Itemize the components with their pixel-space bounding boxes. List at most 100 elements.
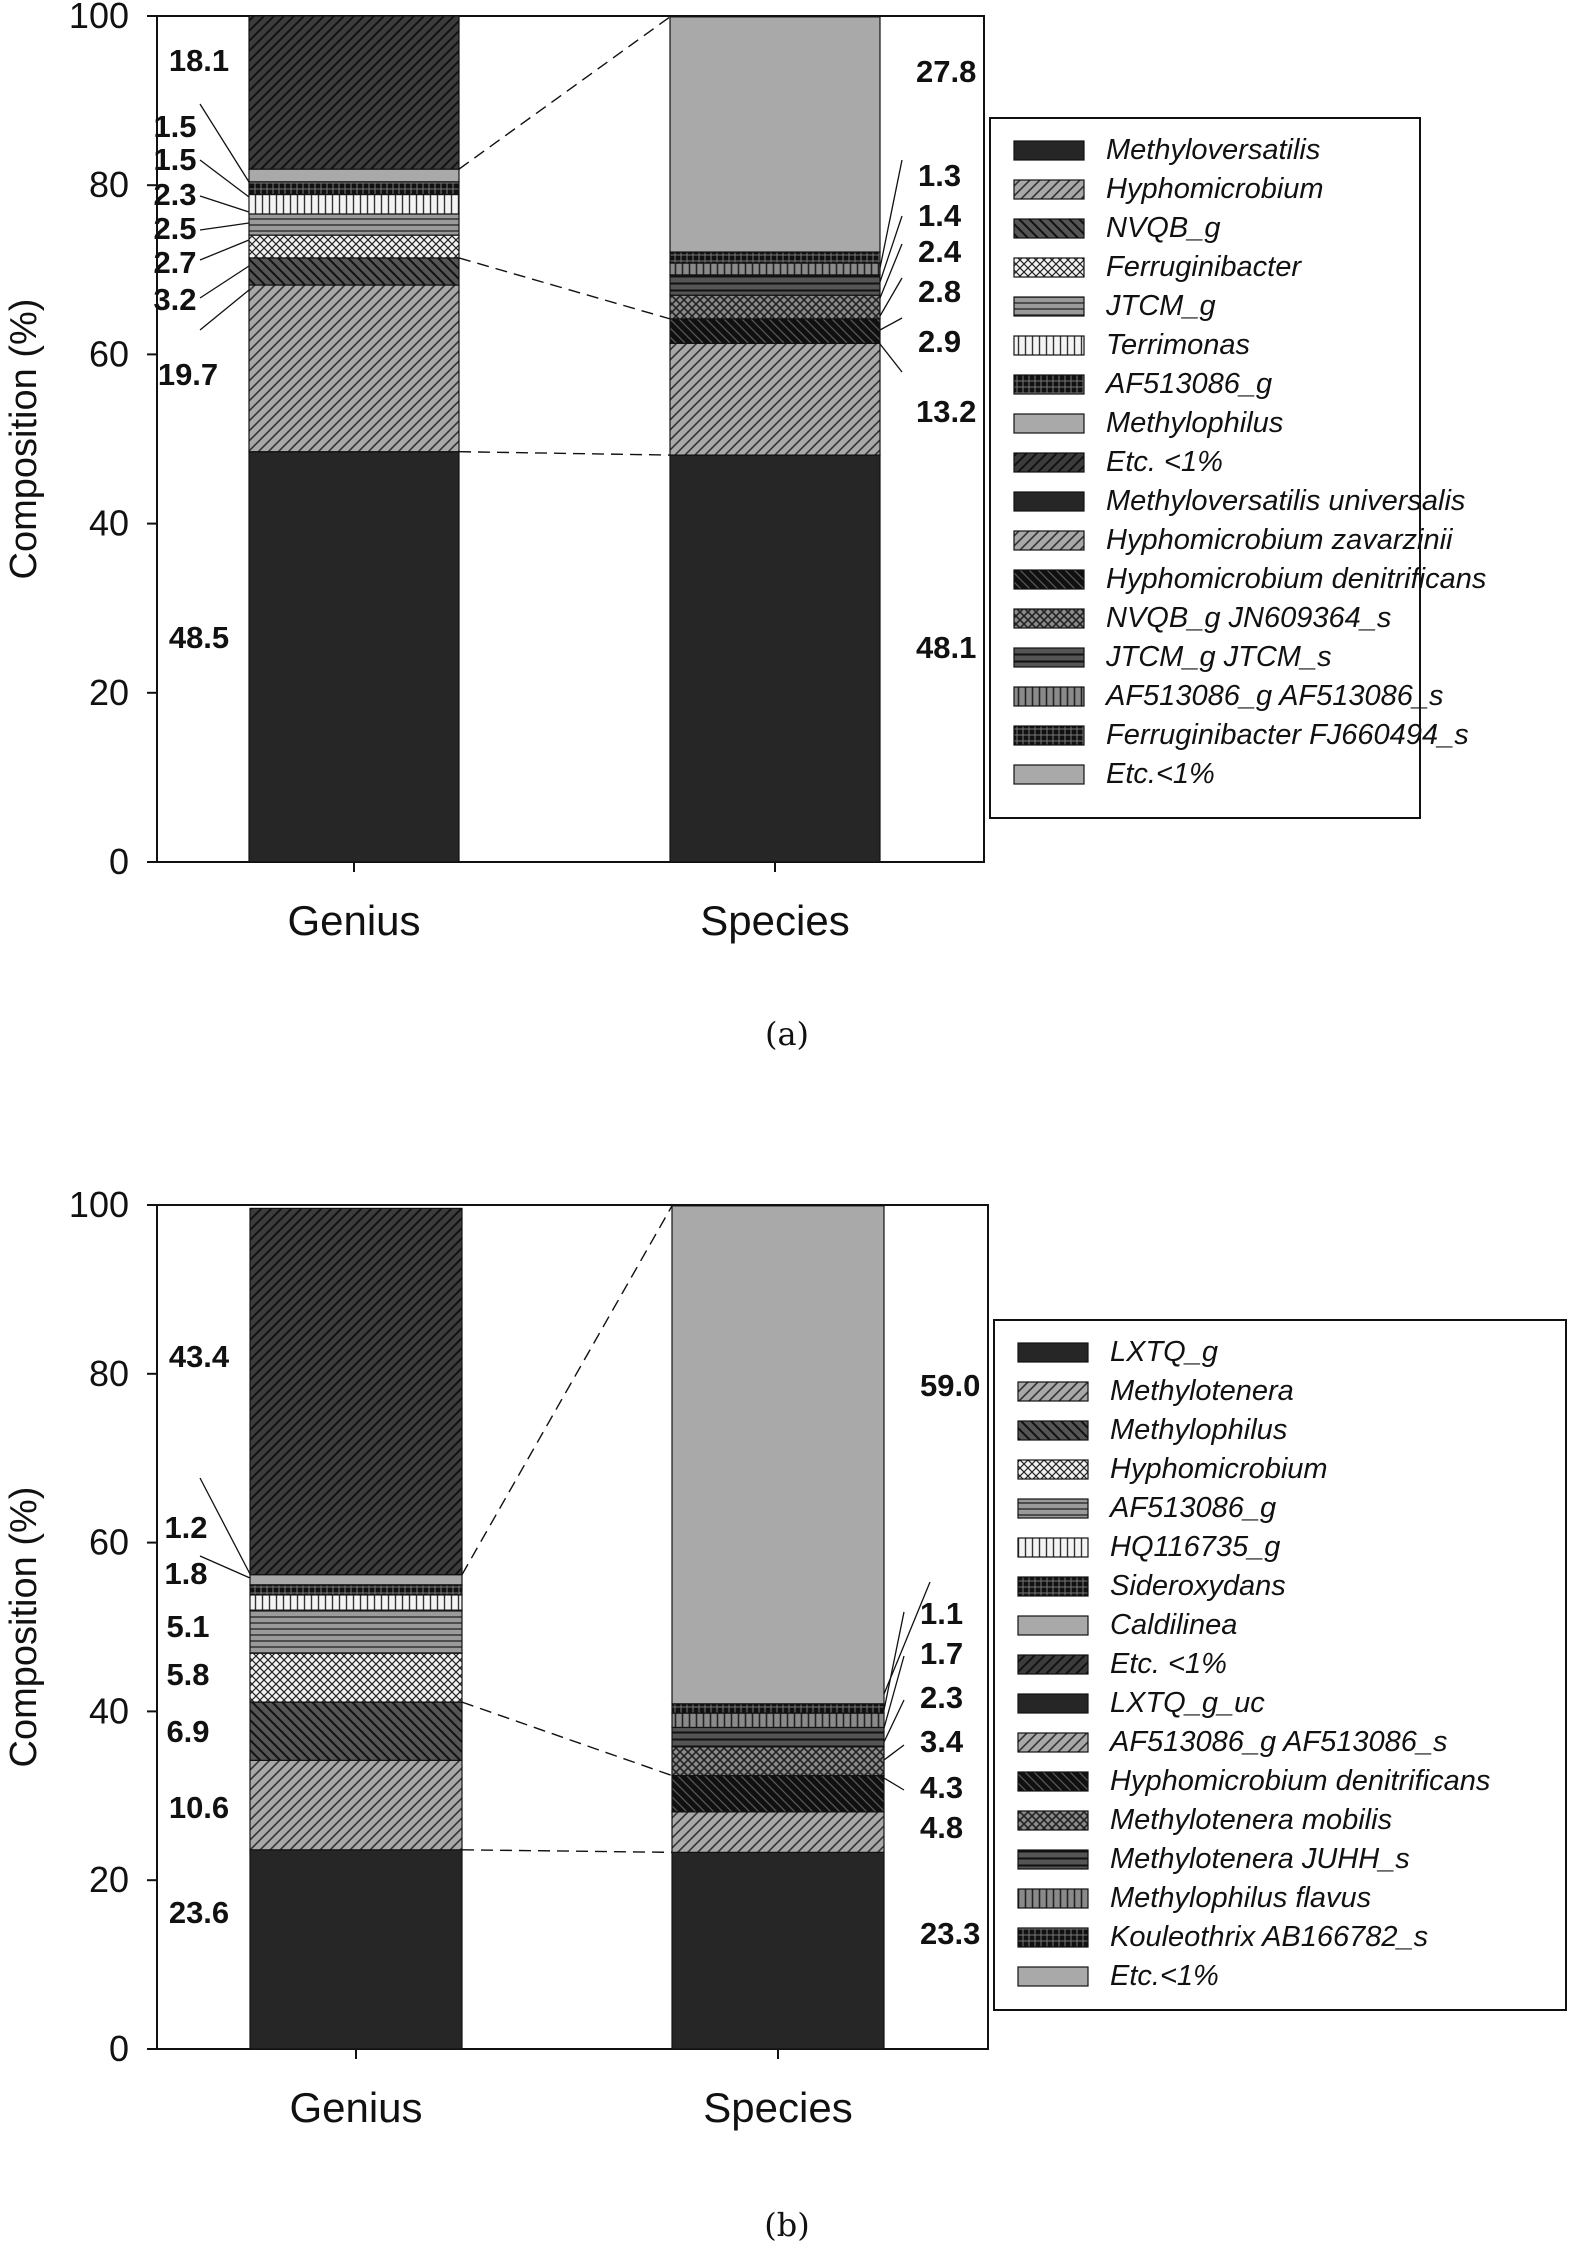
leader-line <box>883 1581 931 1695</box>
legend-entry: AF513086_g AF513086_s <box>1104 680 1444 712</box>
data-label: 1.2 <box>164 1510 207 1545</box>
leader-line <box>883 1777 905 1791</box>
data-label: 48.5 <box>169 620 229 655</box>
data-label: 10.6 <box>169 1790 229 1825</box>
legend-entry: Methylophilus <box>1106 407 1283 439</box>
legend-entry: Methyloversatilis <box>1106 134 1320 166</box>
legend-swatch <box>1017 1615 1089 1636</box>
y-tick-label: 20 <box>89 672 129 713</box>
data-label: 2.5 <box>153 211 196 246</box>
data-label: 1.5 <box>153 109 196 144</box>
data-label: 2.8 <box>918 274 961 309</box>
leader-line <box>199 1555 251 1579</box>
category-label: Species <box>700 897 849 944</box>
leader-line <box>879 277 903 317</box>
legend-entry: Etc. <1% <box>1110 1648 1227 1680</box>
legend-swatch <box>1017 1888 1089 1909</box>
bar-segment <box>248 213 460 236</box>
leader-line <box>879 343 903 373</box>
legend-swatch <box>1013 647 1085 668</box>
legend-entry: Sideroxydans <box>1110 1570 1286 1602</box>
bar-segment <box>669 16 881 253</box>
legend-swatch <box>1017 1420 1089 1441</box>
data-label: 48.1 <box>916 630 976 665</box>
bar-segment <box>669 342 881 456</box>
bar-segment <box>248 168 460 183</box>
bar-segment <box>249 1594 463 1611</box>
data-label: 1.8 <box>164 1556 207 1591</box>
data-label: 3.2 <box>153 282 196 317</box>
bar-segment <box>248 234 460 259</box>
bar-segment <box>669 274 881 296</box>
bar-segment <box>248 181 460 196</box>
connector-line <box>461 1701 673 1777</box>
legend-entry: LXTQ_g_uc <box>1110 1687 1265 1719</box>
data-label: 2.3 <box>153 177 196 212</box>
legend-entry: Hyphomicrobium denitrificans <box>1110 1765 1490 1797</box>
data-label: 2.9 <box>918 324 961 359</box>
legend-entry: AF513086_g AF513086_s <box>1108 1726 1448 1758</box>
data-label: 43.4 <box>169 1339 230 1374</box>
legend-entry: AF513086_g <box>1104 368 1272 400</box>
plot-frame <box>156 15 985 863</box>
y-tick-label: 60 <box>89 333 129 374</box>
legend-entry: NVQB_g JN609364_s <box>1106 602 1391 634</box>
legend-swatch <box>1013 686 1085 707</box>
legend-entry: Etc. <1% <box>1106 446 1223 478</box>
leader-line <box>879 215 903 283</box>
bar-segment <box>671 1811 885 1853</box>
y-tick-label: 80 <box>89 1353 129 1394</box>
leader-line <box>199 159 250 198</box>
leader-line <box>879 159 903 269</box>
legend-entry: JTCM_g <box>1105 290 1216 322</box>
data-label: 2.3 <box>920 1680 963 1715</box>
leader-line <box>199 103 250 183</box>
legend-swatch <box>1013 140 1085 161</box>
y-tick-label: 100 <box>69 0 129 36</box>
bar-segment <box>669 294 881 320</box>
y-axis-label: Composition (%) <box>3 299 45 580</box>
data-label: 2.4 <box>918 234 962 269</box>
legend-entry: Hyphomicrobium <box>1106 173 1324 205</box>
leader-line <box>199 265 250 299</box>
bar-segment <box>671 1205 885 1705</box>
data-label: 1.4 <box>918 198 962 233</box>
leader-line <box>883 1611 905 1711</box>
plot-frame <box>156 1204 989 2050</box>
legend-swatch <box>1013 257 1085 278</box>
data-label: 13.2 <box>916 394 976 429</box>
bar-segment <box>669 454 881 863</box>
legend-entry: Methylotenera JUHH_s <box>1110 1843 1410 1875</box>
legend-swatch <box>1013 413 1085 434</box>
legend-swatch <box>1013 452 1085 473</box>
legend-swatch <box>1017 1966 1089 1987</box>
bar-segment <box>249 1652 463 1703</box>
data-label: 18.1 <box>169 43 229 78</box>
legend-swatch <box>1013 569 1085 590</box>
y-tick-label: 40 <box>89 503 129 544</box>
data-label: 2.7 <box>153 245 196 280</box>
legend-entry: Hyphomicrobium <box>1110 1453 1328 1485</box>
leader-line <box>883 1699 905 1743</box>
legend-entry: AF513086_g <box>1108 1492 1276 1524</box>
legend-swatch <box>1013 530 1085 551</box>
y-tick-label: 40 <box>89 1690 129 1731</box>
bar-segment <box>248 451 460 863</box>
legend-swatch <box>1013 296 1085 317</box>
bar-segment <box>671 1712 885 1729</box>
legend-swatch <box>1013 491 1085 512</box>
legend-entry: Hyphomicrobium zavarzinii <box>1106 524 1454 556</box>
data-label: 23.6 <box>169 1895 229 1930</box>
legend-entry: Ferruginibacter FJ660494_s <box>1106 719 1469 751</box>
legend-swatch <box>1017 1654 1089 1675</box>
connector-line <box>458 257 671 320</box>
legend-swatch <box>1017 1459 1089 1480</box>
leader-line <box>199 239 250 261</box>
bar-segment <box>249 1574 463 1586</box>
y-tick-label: 0 <box>109 841 129 882</box>
data-label: 5.8 <box>166 1657 209 1692</box>
legend-swatch <box>1017 1771 1089 1792</box>
bar-segment <box>671 1774 885 1813</box>
data-label: 1.3 <box>918 158 961 193</box>
